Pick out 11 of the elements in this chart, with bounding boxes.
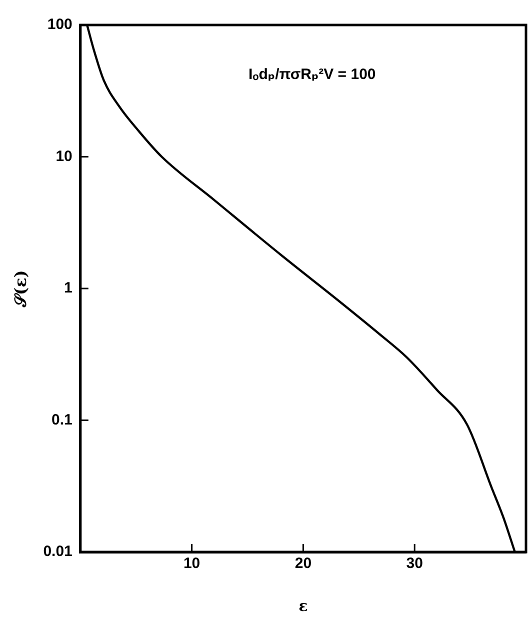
y-tick-label: 0.1: [52, 411, 72, 428]
y-tick-label: 10: [56, 148, 72, 165]
y-tick-label: 100: [47, 16, 72, 34]
y-axis-title: 𝒮(ε): [10, 270, 30, 308]
x-tick-label: 20: [294, 555, 312, 572]
y-tick-label: 0.01: [43, 543, 72, 560]
x-tick-label: 30: [406, 555, 423, 572]
x-tick-label: 10: [183, 555, 200, 572]
x-axis-title: ε: [298, 596, 308, 615]
y-tick-label: 1: [64, 280, 72, 297]
annotation: Iₒdₚ/πσRₚ²V = 100: [248, 66, 376, 84]
